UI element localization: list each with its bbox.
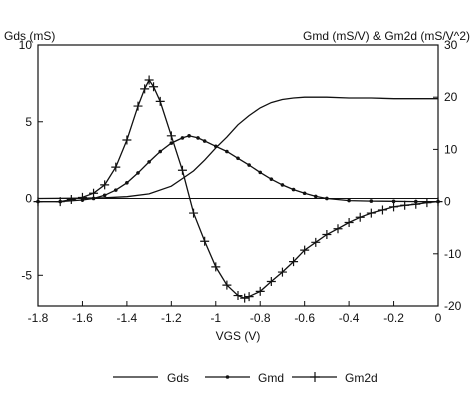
y-right-tick-label: 0	[444, 195, 451, 209]
point-gmd	[302, 191, 307, 196]
point-gm2d	[233, 291, 243, 301]
point-gm2d	[133, 101, 143, 111]
point-gmd	[169, 141, 174, 145]
x-tick-label: -1	[210, 311, 221, 325]
point-gm2d	[77, 192, 87, 202]
point-gm2d	[144, 75, 154, 85]
legend-marker-gmd	[225, 375, 230, 379]
point-gmd	[280, 183, 285, 187]
point-gmd	[247, 163, 251, 167]
legend-marker-gm2d	[310, 372, 320, 382]
point-gm2d	[140, 84, 150, 94]
point-gm2d	[355, 212, 365, 222]
point-gmd	[102, 193, 107, 198]
legend-label-gm2d: Gm2d	[345, 371, 378, 385]
point-gmd	[347, 198, 351, 203]
point-gmd	[180, 136, 185, 140]
point-gm2d	[433, 197, 443, 207]
point-gm2d	[100, 180, 110, 190]
series-line-gmd	[38, 135, 438, 203]
x-tick-label: -1.8	[28, 311, 49, 325]
x-tick-label: 0	[435, 311, 442, 325]
point-gm2d	[177, 165, 187, 175]
point-gm2d	[189, 208, 199, 218]
x-tick-label: -0.4	[339, 311, 360, 325]
point-gmd	[213, 144, 218, 149]
point-gm2d	[322, 229, 332, 239]
point-gm2d	[411, 199, 421, 209]
point-gm2d	[166, 131, 176, 141]
point-gm2d	[200, 236, 210, 246]
y-right-tick-label: 10	[444, 142, 458, 156]
point-gm2d	[366, 208, 376, 218]
x-axis-title: VGS (V)	[216, 329, 261, 343]
point-gm2d	[211, 262, 221, 272]
point-gm2d	[149, 82, 159, 92]
legend: Gds Gmd Gm2d	[113, 371, 378, 385]
point-gm2d	[266, 276, 276, 286]
x-tick-label: -0.8	[250, 311, 271, 325]
point-gmd	[113, 188, 118, 192]
series-line-gds	[37, 96, 438, 200]
point-gmd	[236, 156, 240, 161]
y-left-tick-label: 5	[25, 115, 32, 129]
point-gmd	[158, 149, 163, 154]
y-right-tick-label: -10	[444, 247, 462, 261]
point-gmd	[258, 170, 263, 175]
point-gmd	[391, 199, 396, 204]
point-gm2d	[55, 197, 65, 207]
point-gm2d	[240, 293, 250, 303]
point-gm2d	[311, 237, 321, 247]
left-axis-title: Gds (mS)	[4, 29, 55, 43]
y-right-tick-label: 20	[444, 90, 458, 104]
x-tick-label: -1.2	[161, 311, 182, 325]
point-gmd	[313, 194, 318, 199]
point-gm2d	[422, 198, 432, 208]
point-gmd	[136, 171, 140, 175]
point-gm2d	[155, 96, 165, 106]
point-gm2d	[122, 135, 132, 145]
y-right-tick-label: 30	[444, 38, 458, 52]
point-gm2d	[89, 188, 99, 198]
point-gm2d	[66, 195, 76, 205]
point-gmd	[369, 199, 374, 203]
x-tick-label: -0.2	[383, 311, 404, 325]
right-axis-title: Gmd (mS/V) & Gm2d (mS/V^2)	[303, 29, 470, 43]
point-gm2d	[33, 197, 43, 207]
point-gm2d	[389, 202, 399, 212]
x-tick-label: -0.6	[294, 311, 315, 325]
y-left-tick-label: 10	[19, 38, 33, 52]
point-gmd	[325, 196, 329, 201]
point-gm2d	[277, 267, 287, 277]
point-gmd	[187, 134, 191, 138]
point-gm2d	[300, 245, 310, 255]
point-gm2d	[255, 286, 265, 296]
y-left-tick-label: 0	[25, 192, 32, 206]
point-gm2d	[222, 280, 232, 290]
legend-label-gds: Gds	[167, 371, 189, 385]
point-gm2d	[377, 205, 387, 215]
point-gm2d	[400, 200, 410, 210]
point-gm2d	[289, 257, 299, 267]
y-right-tick-label: -20	[444, 299, 462, 313]
point-gmd	[269, 177, 274, 181]
x-tick-label: -1.6	[72, 311, 93, 325]
point-gm2d	[244, 292, 254, 302]
point-gmd	[125, 181, 129, 185]
point-gm2d	[344, 217, 354, 227]
plot-frame	[37, 44, 439, 307]
legend-label-gmd: Gmd	[258, 371, 284, 385]
point-gmd	[202, 139, 207, 143]
point-gm2d	[333, 224, 343, 234]
x-tick-label: -1.4	[117, 311, 138, 325]
y-left-tick-label: -5	[21, 268, 32, 282]
series-line-gm2d	[38, 78, 439, 299]
point-gmd	[291, 187, 296, 192]
point-gm2d	[111, 162, 121, 172]
point-gmd	[91, 196, 96, 201]
point-gmd	[147, 160, 151, 164]
point-gmd	[196, 136, 200, 140]
point-gmd	[225, 149, 229, 154]
